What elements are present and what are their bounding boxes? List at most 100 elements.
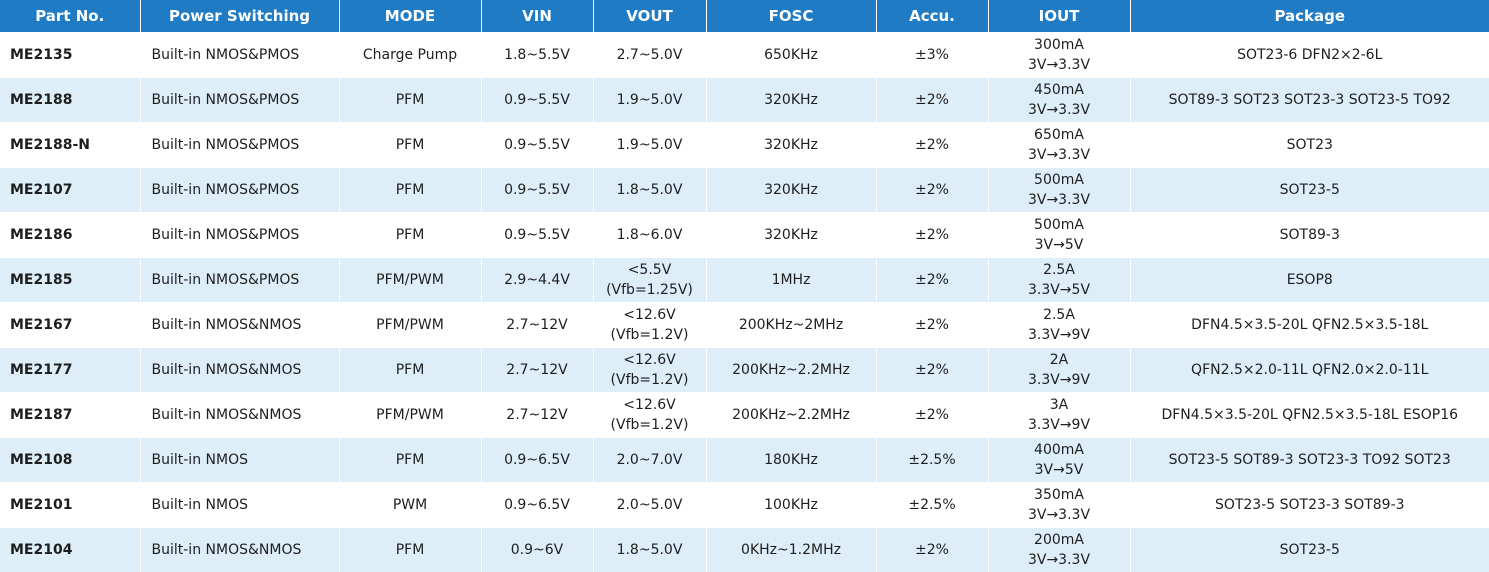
cell-vout: 1.8~5.0V [593, 527, 707, 572]
cell-power-switching: Built-in NMOS&PMOS [140, 122, 340, 168]
cell-part-no: ME2101 [0, 482, 141, 528]
cell-vin: 0.9~5.5V [481, 122, 594, 168]
cell-power-switching: Built-in NMOS&NMOS [140, 392, 340, 438]
table-row: ME2185 Built-in NMOS&PMOS PFM/PWM 2.9~4.4V <… [0, 257, 1489, 303]
cell-vout-line: 1.8~6.0V [616, 227, 683, 243]
cell-mode: PFM [339, 77, 482, 123]
cell-power-switching: Built-in NMOS&PMOS [140, 32, 340, 78]
table-row: ME2108 Built-in NMOS PFM 0.9~6.5V 2.0~7.0V 18… [0, 437, 1489, 483]
cell-mode: PFM/PWM [339, 392, 482, 438]
cell-vin: 2.7~12V [481, 347, 594, 393]
cell-vout-line: (Vfb=1.2V) [610, 372, 689, 388]
cell-vout-line: 1.9~5.0V [616, 92, 683, 108]
cell-fosc: 320KHz [706, 77, 877, 123]
cell-fosc: 200KHz~2.2MHz [706, 392, 877, 438]
cell-fosc: 200KHz~2.2MHz [706, 347, 877, 393]
cell-part-no: ME2186 [0, 212, 141, 258]
cell-vout: 1.9~5.0V [593, 77, 707, 123]
cell-iout-line: 3V→3.3V [1027, 57, 1091, 73]
cell-iout-line: 500mA [1034, 172, 1084, 188]
header-col-vout: VOUT [593, 0, 707, 33]
cell-mode: Charge Pump [339, 32, 482, 78]
cell-part-no: ME2185 [0, 257, 141, 303]
cell-part-no: ME2107 [0, 167, 141, 213]
cell-iout: 650mA 3V→3.3V [988, 122, 1131, 168]
cell-package: SOT23-5 SOT23-3 SOT89-3 [1130, 482, 1489, 528]
cell-iout-line: 3.3V→9V [1027, 327, 1091, 343]
cell-accu: ±2% [876, 257, 989, 303]
cell-fosc: 100KHz [706, 482, 877, 528]
cell-iout-line: 450mA [1034, 82, 1084, 98]
table-row: ME2188 Built-in NMOS&PMOS PFM 0.9~5.5V 1.9~5… [0, 77, 1489, 123]
cell-fosc: 650KHz [706, 32, 877, 78]
cell-fosc: 0KHz~1.2MHz [706, 527, 877, 572]
table-row: ME2107 Built-in NMOS&PMOS PFM 0.9~5.5V 1.8~5… [0, 167, 1489, 213]
header-row: Part No. Power Switching MODE VIN VOUT FOSC Ac… [0, 0, 1489, 33]
cell-accu: ±2% [876, 302, 989, 348]
cell-iout-line: 500mA [1034, 217, 1084, 233]
cell-iout-line: 3V→3.3V [1027, 102, 1091, 118]
cell-accu: ±2.5% [876, 437, 989, 483]
cell-part-no: ME2188 [0, 77, 141, 123]
cell-package: DFN4.5×3.5-20L QFN2.5×3.5-18L [1130, 302, 1489, 348]
cell-part-no: ME2104 [0, 527, 141, 572]
header-col-vin: VIN [481, 0, 594, 33]
cell-iout: 3A 3.3V→9V [988, 392, 1131, 438]
header-col-iout: IOUT [988, 0, 1131, 33]
cell-iout: 500mA 3V→3.3V [988, 167, 1131, 213]
cell-vout-line: 2.7~5.0V [616, 47, 683, 63]
cell-part-no: ME2167 [0, 302, 141, 348]
cell-package: SOT89-3 [1130, 212, 1489, 258]
cell-mode: PWM [339, 482, 482, 528]
cell-accu: ±2% [876, 77, 989, 123]
cell-power-switching: Built-in NMOS&PMOS [140, 212, 340, 258]
cell-mode: PFM [339, 212, 482, 258]
cell-package: SOT23-5 [1130, 527, 1489, 572]
cell-vin: 2.7~12V [481, 302, 594, 348]
cell-fosc: 320KHz [706, 167, 877, 213]
cell-vout-line: 1.8~5.0V [616, 182, 683, 198]
cell-vout-line: <12.6V [623, 307, 676, 323]
cell-mode: PFM/PWM [339, 302, 482, 348]
cell-accu: ±2% [876, 392, 989, 438]
cell-fosc: 320KHz [706, 122, 877, 168]
cell-vin: 2.9~4.4V [481, 257, 594, 303]
cell-package: SOT89-3 SOT23 SOT23-3 SOT23-5 TO92 [1130, 77, 1489, 123]
cell-iout-line: 3V→3.3V [1027, 192, 1091, 208]
cell-mode: PFM [339, 167, 482, 213]
cell-iout: 450mA 3V→3.3V [988, 77, 1131, 123]
cell-iout-line: 3.3V→5V [1027, 282, 1091, 298]
cell-iout-line: 2.5A [1043, 262, 1075, 278]
cell-mode: PFM [339, 527, 482, 572]
cell-mode: PFM/PWM [339, 257, 482, 303]
cell-iout: 2.5A 3.3V→5V [988, 257, 1131, 303]
cell-vout: <12.6V (Vfb=1.2V) [593, 392, 707, 438]
table-row: ME2167 Built-in NMOS&NMOS PFM/PWM 2.7~12V <1… [0, 302, 1489, 348]
cell-iout: 300mA 3V→3.3V [988, 32, 1131, 78]
cell-vout-line: <12.6V [623, 397, 676, 413]
cell-vout: 2.0~5.0V [593, 482, 707, 528]
table-row: ME2188-N Built-in NMOS&PMOS PFM 0.9~5.5V 1.9… [0, 122, 1489, 168]
cell-part-no: ME2188-N [0, 122, 141, 168]
cell-accu: ±2% [876, 167, 989, 213]
cell-iout-line: 3V→5V [1034, 237, 1084, 253]
cell-package: SOT23-6 DFN2×2-6L [1130, 32, 1489, 78]
cell-accu: ±2% [876, 527, 989, 572]
table-row: ME2186 Built-in NMOS&PMOS PFM 0.9~5.5V 1.8~6… [0, 212, 1489, 258]
table-row: ME2135 Built-in NMOS&PMOS Charge Pump 1.8~5… [0, 32, 1489, 78]
cell-iout-line: 3V→3.3V [1027, 507, 1091, 523]
cell-vout: <12.6V (Vfb=1.2V) [593, 347, 707, 393]
cell-fosc: 320KHz [706, 212, 877, 258]
cell-vout-line: (Vfb=1.25V) [606, 282, 693, 298]
cell-vin: 0.9~5.5V [481, 77, 594, 123]
cell-iout-line: 300mA [1034, 37, 1084, 53]
cell-package: ESOP8 [1130, 257, 1489, 303]
cell-iout-line: 3V→5V [1034, 462, 1084, 478]
cell-package: QFN2.5×2.0-11L QFN2.0×2.0-11L [1130, 347, 1489, 393]
cell-package: SOT23-5 SOT89-3 SOT23-3 TO92 SOT23 [1130, 437, 1489, 483]
cell-vin: 0.9~5.5V [481, 167, 594, 213]
header-col-accu: Accu. [876, 0, 989, 33]
cell-iout-line: 3V→3.3V [1027, 147, 1091, 163]
cell-power-switching: Built-in NMOS&NMOS [140, 527, 340, 572]
cell-vout: 1.8~6.0V [593, 212, 707, 258]
